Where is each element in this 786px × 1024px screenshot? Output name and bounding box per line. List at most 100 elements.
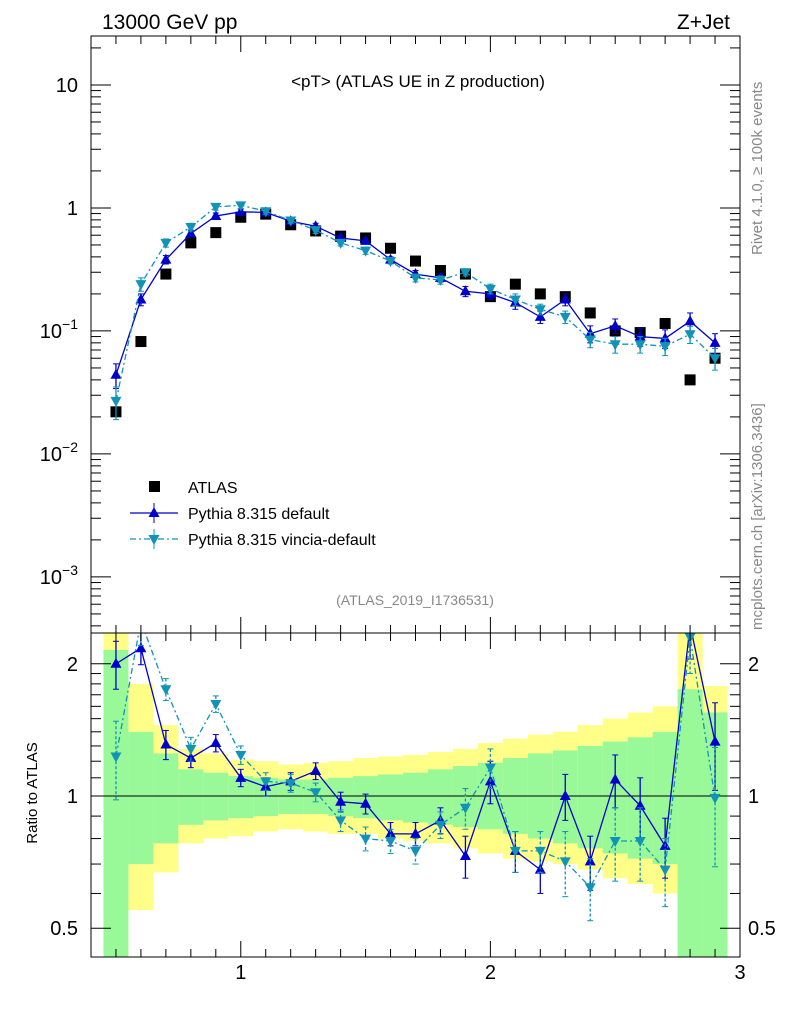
vincia-ratio-point bbox=[559, 857, 571, 868]
vincia-ratio-point bbox=[160, 685, 172, 696]
vincia-point bbox=[185, 222, 197, 233]
legend-marker-vincia bbox=[148, 535, 160, 545]
vincia-ratio-point bbox=[110, 752, 122, 763]
atlas-point bbox=[684, 374, 696, 386]
header-collision: 13000 GeV pp bbox=[102, 11, 237, 34]
pythia-point bbox=[360, 234, 372, 245]
uncertainty-band-green bbox=[178, 769, 204, 825]
main-title: <pT> (ATLAS UE in Z production) bbox=[291, 72, 545, 91]
uncertainty-band-green bbox=[452, 766, 478, 827]
pythia-ratio-point bbox=[559, 789, 571, 800]
ratio-ylabel: Ratio to ATLAS bbox=[24, 742, 41, 843]
pythia-point bbox=[210, 209, 222, 220]
ratio-plot-content bbox=[91, 633, 740, 957]
mcplots-label: mcplots.cern.ch [arXiv:1306.3436] bbox=[749, 403, 766, 630]
atlas-point bbox=[509, 278, 521, 290]
rivet-version-label: Rivet 4.1.0, ≥ 100k events bbox=[749, 82, 766, 255]
uncertainty-band-green bbox=[203, 772, 229, 821]
vincia-line bbox=[115, 204, 716, 402]
vincia-point bbox=[559, 312, 571, 323]
ratio-y-tick-label: 2 bbox=[67, 654, 78, 676]
vincia-point bbox=[509, 295, 521, 306]
uncertainty-band-green bbox=[153, 753, 179, 844]
vincia-ratio-point bbox=[385, 836, 397, 847]
uncertainty-band-green bbox=[128, 731, 154, 865]
atlas-point bbox=[235, 211, 247, 223]
pythia-ratio-point bbox=[634, 799, 646, 810]
vincia-ratio-point bbox=[509, 846, 521, 857]
pythia-ratio-point bbox=[210, 737, 222, 748]
vincia-ratio-point bbox=[235, 750, 247, 761]
vincia-ratio-point bbox=[260, 777, 272, 788]
vincia-ratio-point bbox=[584, 883, 596, 894]
ratio-y-tick-label-right: 0.5 bbox=[748, 918, 776, 940]
vincia-point bbox=[634, 340, 646, 351]
vincia-point bbox=[235, 201, 247, 212]
pythia-ratio-point bbox=[410, 827, 421, 838]
vincia-point bbox=[459, 268, 471, 279]
vincia-point bbox=[659, 342, 671, 353]
pythia-point bbox=[709, 336, 721, 347]
y-tick-label: 1 bbox=[67, 198, 78, 220]
y-tick-label: 10−1 bbox=[40, 316, 78, 343]
vincia-point bbox=[160, 238, 172, 249]
vincia-point bbox=[360, 246, 372, 257]
pythia-point bbox=[634, 330, 646, 341]
vincia-ratio-point bbox=[310, 788, 322, 799]
main-axes: 10−3 10−2 10−1 1 10 bbox=[40, 35, 741, 634]
pythia-point bbox=[559, 293, 571, 304]
pythia-ratio-point bbox=[459, 850, 471, 861]
vincia-ratio-point bbox=[210, 699, 222, 710]
vincia-point bbox=[410, 273, 421, 284]
ratio-y-tick-label: 0.5 bbox=[50, 918, 78, 940]
ratio-y-tick-label-right: 1 bbox=[748, 786, 759, 808]
atlas-point bbox=[434, 264, 446, 276]
vincia-point bbox=[709, 354, 721, 365]
series-pythia bbox=[110, 205, 721, 390]
ratio-y-tick-label: 1 bbox=[67, 786, 78, 808]
legend-label-vincia: Pythia 8.315 vincia-default bbox=[188, 532, 376, 549]
vincia-ratio-point bbox=[609, 836, 621, 847]
vincia-point bbox=[135, 280, 147, 291]
x-tick-label: 3 bbox=[734, 962, 745, 984]
legend-marker-atlas bbox=[149, 481, 160, 492]
vincia-ratio-point bbox=[534, 846, 546, 857]
uncertainty-band-green bbox=[403, 772, 428, 823]
vincia-point bbox=[110, 396, 122, 407]
vincia-point bbox=[210, 202, 222, 213]
vincia-ratio-point bbox=[659, 865, 671, 876]
uncertainty-band-green bbox=[378, 774, 404, 821]
pythia-ratio-point bbox=[385, 827, 397, 838]
ratio-panel: 1 2 30.5 0.51 12 2 Ratio to ATLAS bbox=[24, 632, 776, 984]
pythia-point bbox=[659, 332, 671, 343]
atlas-point bbox=[410, 255, 421, 267]
uncertainty-band-green bbox=[677, 689, 703, 957]
vincia-point bbox=[584, 335, 596, 346]
pythia-ratio-point bbox=[709, 735, 721, 746]
pythia-point bbox=[684, 315, 696, 326]
pythia-ratio-point bbox=[160, 738, 172, 749]
legend-marker-pythia bbox=[148, 507, 160, 517]
series-vincia bbox=[110, 201, 721, 421]
pythia-ratio-point bbox=[235, 771, 247, 782]
pythia-ratio-point bbox=[310, 765, 322, 776]
pythia-ratio-point bbox=[135, 642, 147, 653]
vincia-ratio-point bbox=[459, 803, 471, 814]
pythia-line bbox=[115, 211, 716, 376]
vincia-point bbox=[385, 257, 397, 268]
vincia-ratio-point bbox=[360, 834, 372, 845]
pythia-ratio-point bbox=[335, 795, 347, 806]
analysis-watermark: (ATLAS_2019_I1736531) bbox=[336, 592, 494, 608]
x-tick-label: 1 bbox=[235, 962, 246, 984]
pythia-ratio-point bbox=[110, 657, 122, 668]
vincia-ratio-point bbox=[285, 779, 297, 790]
ratio-axes: 1 2 30.5 0.51 12 2 bbox=[50, 632, 776, 984]
y-tick-label: 10 bbox=[56, 75, 78, 97]
atlas-point bbox=[210, 227, 222, 239]
pythia-point bbox=[160, 253, 172, 264]
legend-label-atlas: ATLAS bbox=[188, 480, 238, 497]
atlas-point bbox=[385, 242, 397, 254]
vincia-point bbox=[310, 226, 322, 237]
vincia-point bbox=[684, 330, 696, 341]
